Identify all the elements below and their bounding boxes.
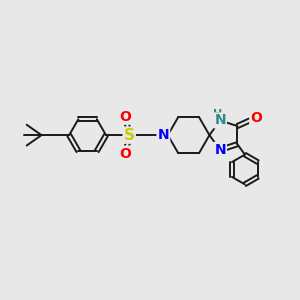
Text: N: N [214,113,226,128]
Text: S: S [124,128,135,142]
Text: O: O [120,110,132,124]
Text: N: N [158,128,169,142]
Text: O: O [120,147,132,160]
Text: O: O [250,111,262,125]
Text: H: H [212,109,222,119]
Text: N: N [214,143,226,157]
